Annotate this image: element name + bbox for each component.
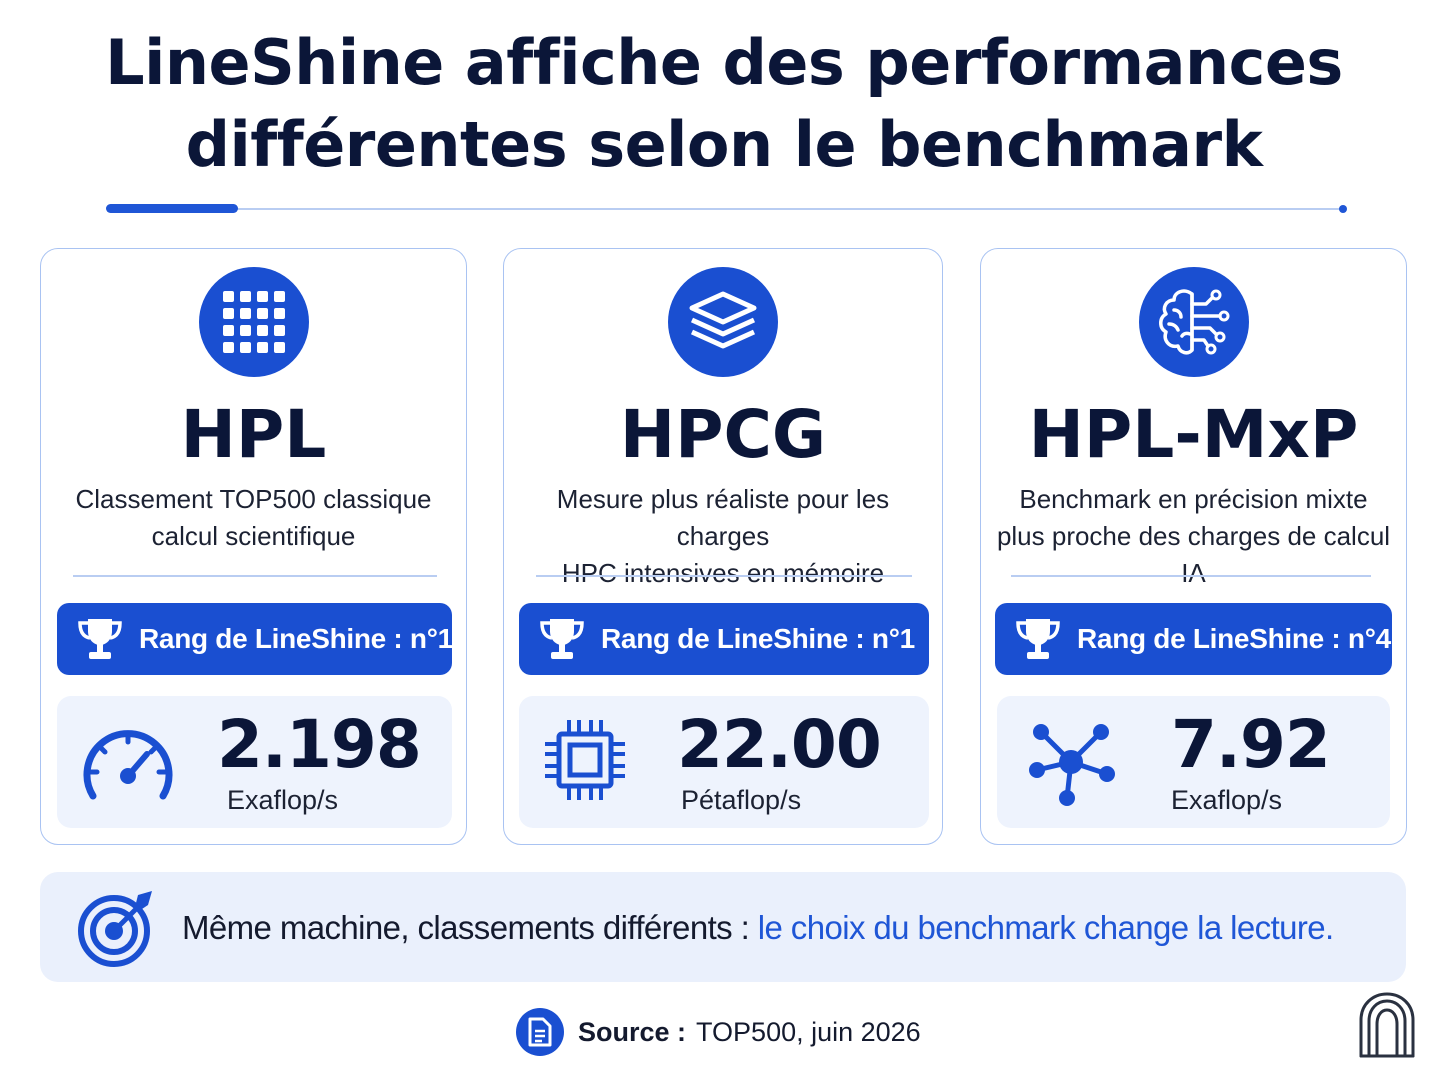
description-line-2: calcul scientifique [151,521,356,551]
metric-unit: Pétaflop/s [681,785,802,815]
rank-label: Rang de LineShine : n°4 [1077,623,1391,654]
card-divider [536,575,912,577]
description-line-2: plus proche des charges de calcul IA [996,521,1391,588]
speedometer-icon [83,730,173,800]
trophy-icon [1016,619,1060,659]
rank-label: Rang de LineShine : n°1 [601,623,915,654]
title-divider [108,208,1340,210]
metric-panel: 2.198 Exaflop/s [57,696,452,828]
chip-icon [545,720,625,800]
card-hpcg: HPCG Mesure plus réaliste pour les charg… [503,248,943,845]
description-line-1: Benchmark en précision mixte [1019,484,1368,514]
benchmark-name: HPL-MxP [1028,396,1359,473]
brain-circuit-icon [1138,267,1249,377]
benchmark-name: HPCG [619,396,827,473]
conclusion-banner: Même machine, classements différents : l… [40,872,1406,982]
metric-value: 7.92 [1171,706,1331,783]
metric-value: 2.198 [217,706,422,783]
title-divider-accent [106,204,238,213]
trophy-icon [78,619,122,659]
metric-unit: Exaflop/s [1171,785,1283,815]
source-line: Source : TOP500, juin 2026 [516,1008,921,1056]
grid-icon [198,267,309,377]
metric-panel: 22.00 Pétaflop/s [519,696,929,828]
description-line-1: Mesure plus réaliste pour les charges [556,484,890,551]
title-line-2: différentes selon le benchmark [185,108,1263,181]
card-divider [73,575,437,577]
layers-icon [668,267,778,377]
metric-value: 22.00 [677,706,882,783]
source-value: TOP500, juin 2026 [696,1016,921,1047]
card-hpl: HPL Classement TOP500 classique calcul s… [40,248,467,845]
description-line-1: Classement TOP500 classique [75,484,432,514]
rank-badge: Rang de LineShine : n°1 [519,603,929,675]
card-hpl-mxp: HPL-MxP Benchmark en précision mixte plu… [980,248,1407,845]
title-divider-dot [1339,205,1347,213]
card-divider [1011,575,1371,577]
benchmark-description: Mesure plus réaliste pour les charges HP… [514,481,932,592]
conclusion-text: Même machine, classements différents : l… [182,908,1334,948]
arch-logo-icon [1359,992,1415,1058]
target-icon [78,891,152,967]
benchmark-name: HPL [180,396,327,473]
rank-badge: Rang de LineShine : n°4 [995,603,1392,675]
network-icon [1029,724,1115,806]
metric-unit: Exaflop/s [227,785,339,815]
benchmark-description: Benchmark en précision mixte plus proche… [991,481,1396,592]
trophy-icon [540,619,584,659]
conclusion-text-main: Même machine, classements différents : [182,909,758,946]
conclusion-text-highlight: le choix du benchmark change la lecture. [757,909,1334,946]
metric-panel: 7.92 Exaflop/s [997,696,1390,828]
rank-label: Rang de LineShine : n°1 [139,623,453,654]
description-line-2: HPC intensives en mémoire [561,558,885,588]
page-title: LineShine affiche des performances diffé… [0,22,1448,186]
benchmark-description: Classement TOP500 classique calcul scien… [51,481,456,555]
document-icon [516,1008,564,1056]
title-line-1: LineShine affiche des performances [105,26,1343,99]
source-label: Source : [578,1016,687,1047]
rank-badge: Rang de LineShine : n°1 [57,603,453,675]
